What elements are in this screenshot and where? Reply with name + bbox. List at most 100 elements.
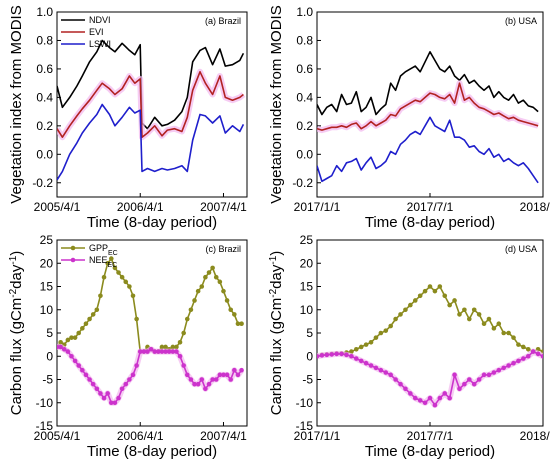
data-point-nee: [535, 351, 541, 357]
data-point-gpp: [417, 293, 423, 299]
y-tick-label: 20: [40, 256, 54, 270]
y-tick-label: -15: [36, 419, 54, 433]
y-axis-label: Carbon flux (gCm-2day-1): [268, 251, 286, 416]
data-point-nee: [76, 363, 82, 368]
data-point-gpp: [108, 256, 114, 261]
x-axis-label: Time (8-day period): [87, 214, 217, 231]
panel-label: (b) USA: [505, 16, 537, 26]
y-tick-label: 5: [306, 326, 313, 340]
series-group: [317, 50, 539, 184]
data-point-gpp: [210, 265, 215, 271]
data-point-nee: [65, 349, 71, 354]
data-point-gpp: [467, 316, 472, 322]
panel-label: (a) Brazil: [205, 16, 241, 26]
y-tick-label: 0: [306, 349, 313, 363]
data-point-nee: [442, 391, 448, 396]
data-point-nee: [317, 353, 320, 359]
data-point-gpp: [112, 265, 118, 271]
legend-name: LSWI: [89, 39, 111, 49]
x-tick-label: 2006/4/1: [117, 429, 164, 443]
data-point-nee: [177, 353, 183, 359]
data-point-nee: [224, 372, 230, 378]
data-point-nee: [80, 367, 85, 373]
data-point-gpp: [65, 337, 71, 343]
data-point-nee: [105, 391, 110, 396]
data-point-nee: [166, 349, 172, 354]
y-tick-label: -0.2: [292, 176, 313, 190]
data-point-gpp: [408, 302, 413, 308]
legend-subscript: EC: [108, 262, 118, 269]
data-point-nee: [163, 349, 168, 354]
legend-marker: [70, 245, 76, 251]
plot-frame: [316, 11, 544, 198]
data-point-gpp: [496, 321, 502, 327]
data-point-nee: [83, 372, 89, 378]
data-point-nee: [217, 372, 223, 378]
legend-name: EVI: [89, 27, 104, 37]
data-point-nee: [447, 395, 452, 401]
y-tick-label: -10: [36, 396, 54, 410]
series-group: [57, 39, 246, 181]
data-point-gpp: [206, 270, 212, 275]
data-point-nee: [148, 346, 154, 352]
data-point-nee: [525, 353, 531, 359]
legend-label: LSWI: [89, 39, 111, 49]
data-point-gpp: [481, 321, 487, 327]
data-point-gpp: [232, 312, 237, 317]
y-tick-label: 0.2: [36, 119, 53, 133]
data-point-nee: [427, 395, 433, 401]
y-tick-label: 0.8: [36, 33, 53, 47]
data-point-nee: [530, 349, 536, 354]
data-point-nee: [156, 349, 161, 354]
data-point-nee: [112, 400, 118, 406]
data-point-nee: [195, 381, 201, 387]
data-point-nee: [540, 353, 543, 359]
data-point-nee: [181, 363, 186, 368]
y-axis-label: Vegetation index from MODIS: [268, 5, 285, 203]
data-point-gpp: [501, 330, 506, 336]
data-point-gpp: [94, 307, 100, 313]
data-point-gpp: [354, 346, 359, 352]
y-tick-label: 15: [40, 280, 54, 294]
legend-name: GPP: [89, 243, 108, 253]
y-tick-label: 25: [40, 233, 54, 247]
data-point-gpp: [525, 346, 531, 352]
plot-frame: [56, 239, 248, 427]
legend-subscript: EC: [108, 250, 118, 257]
x-tick-label: 2007/4/1: [200, 200, 247, 214]
y-axis-label-part: Carbon flux (gCm: [268, 298, 285, 416]
y-tick-label: 0.8: [296, 33, 313, 47]
data-point-gpp: [83, 321, 89, 327]
data-point-nee: [452, 372, 457, 378]
data-point-nee: [408, 391, 413, 396]
plot-frame: [56, 11, 248, 198]
y-tick-label: 0.6: [36, 62, 53, 76]
data-point-gpp: [511, 335, 516, 340]
data-point-nee: [188, 377, 194, 382]
data-point-gpp: [452, 298, 457, 303]
series-line-gpp: [317, 285, 543, 358]
data-point-nee: [467, 377, 472, 382]
data-point-nee: [319, 353, 325, 358]
panel-4: -15 -10 -5 0 5 10 15 20 25 2017/1/1 2017/7/1 2018/1…: [268, 233, 550, 460]
data-point-gpp: [373, 335, 379, 340]
data-point-nee: [422, 400, 428, 406]
data-point-nee: [127, 377, 132, 382]
data-point-nee: [417, 398, 423, 403]
y-axis-label-part: day: [268, 264, 285, 289]
data-point-nee: [101, 395, 107, 401]
y-axis-label-part: day: [8, 264, 25, 289]
data-point-gpp: [98, 293, 103, 299]
legend-name: NDVI: [89, 15, 111, 25]
data-point-gpp: [101, 274, 107, 280]
data-point-gpp: [203, 274, 208, 280]
data-point-nee: [213, 377, 219, 382]
x-axis-label: Time (8-day period): [87, 443, 217, 460]
data-point-gpp: [442, 293, 448, 299]
data-point-gpp: [476, 312, 482, 317]
data-point-nee: [134, 363, 139, 368]
data-point-gpp: [471, 307, 477, 313]
legend-label: NEEEC: [89, 255, 117, 269]
data-point-gpp: [184, 316, 190, 322]
data-point-gpp: [119, 274, 125, 280]
